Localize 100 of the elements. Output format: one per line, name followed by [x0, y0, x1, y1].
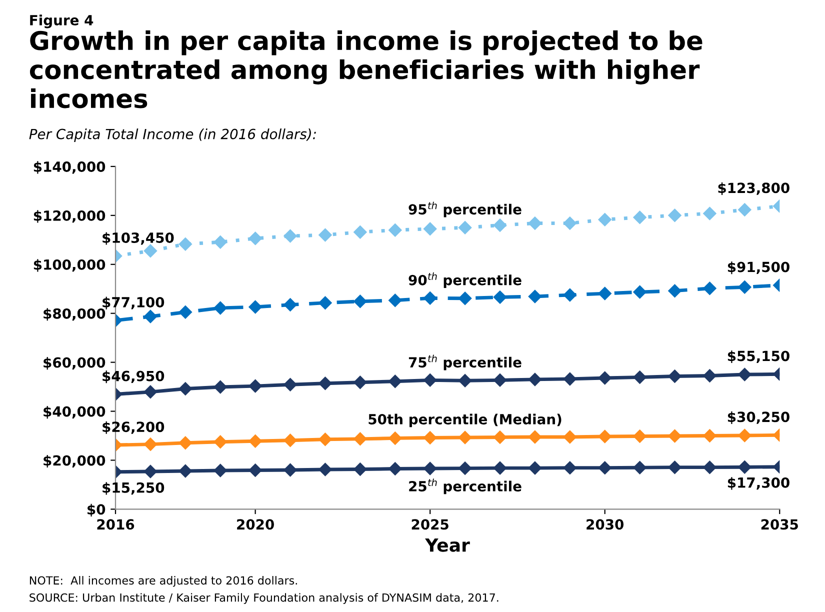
y-tick-label: $40,000 — [44, 406, 106, 419]
y-tick-label: $80,000 — [44, 308, 106, 321]
y-tick-label: $20,000 — [44, 454, 106, 468]
point — [144, 385, 158, 399]
point — [144, 438, 158, 451]
data-label: $15,250 — [102, 482, 164, 495]
x-tick-label: 2030 — [586, 519, 624, 530]
data-label: $46,950 — [102, 370, 164, 384]
y-tick-label: $120,000 — [34, 210, 106, 223]
point — [668, 284, 682, 298]
point — [703, 282, 716, 295]
point — [144, 310, 158, 324]
point — [493, 218, 507, 232]
series-label: 75$^{th}$ percentile — [408, 354, 522, 370]
x-tick-label: 2025 — [412, 519, 448, 530]
point — [528, 290, 542, 304]
point — [318, 296, 332, 310]
point — [528, 372, 542, 386]
source-note: SOURCE: Urban Institute / Kaiser Family Foundation analysis of DYNASIM data, 2017. — [30, 593, 498, 604]
point — [528, 430, 542, 444]
point — [738, 280, 752, 294]
point — [354, 462, 367, 476]
y-tick-label: $0 — [88, 504, 106, 517]
point — [424, 222, 437, 236]
point — [598, 430, 612, 444]
point — [738, 368, 752, 382]
point — [388, 224, 402, 237]
point — [563, 461, 576, 474]
point — [178, 237, 192, 251]
point — [354, 432, 367, 446]
point — [354, 376, 367, 389]
point — [248, 300, 262, 314]
point — [248, 379, 262, 393]
point — [598, 461, 612, 474]
point — [458, 374, 472, 388]
point — [703, 429, 716, 442]
point — [633, 285, 646, 299]
point — [388, 294, 402, 307]
point — [388, 432, 402, 445]
point — [388, 462, 402, 476]
data-label: $103,450 — [102, 232, 174, 245]
point — [178, 464, 192, 478]
data-label: $26,200 — [102, 421, 164, 434]
y-tick-label: $60,000 — [44, 357, 106, 370]
data-label: $55,150 — [728, 350, 790, 364]
data-label: $17,300 — [728, 477, 790, 490]
point — [144, 464, 158, 478]
point — [633, 210, 646, 224]
data-label: $123,800 — [718, 182, 790, 195]
point — [178, 382, 192, 396]
point — [318, 228, 332, 242]
point — [563, 216, 576, 230]
chart-subtitle: Per Capita Total Income (in 2016 dollars): — [29, 128, 316, 142]
point — [318, 376, 332, 390]
point — [668, 429, 682, 443]
point — [493, 430, 507, 444]
point — [633, 370, 646, 384]
point — [703, 369, 716, 382]
point — [424, 462, 437, 476]
point — [284, 378, 297, 392]
data-label: $77,100 — [102, 296, 164, 310]
point — [598, 213, 612, 226]
point — [738, 203, 752, 216]
y-tick-label: $140,000 — [34, 161, 106, 174]
point — [668, 460, 682, 474]
caption: Figure 4 — [30, 14, 94, 28]
point — [284, 434, 297, 447]
data-label: $30,250 — [728, 411, 790, 424]
point — [248, 434, 262, 448]
point — [633, 430, 646, 443]
data-label: $91,500 — [728, 261, 790, 274]
point — [493, 374, 507, 387]
point — [214, 464, 227, 478]
point — [598, 286, 612, 300]
point — [144, 244, 158, 258]
point — [214, 301, 227, 315]
point — [214, 435, 227, 448]
series-label: 50th percentile (Median) — [368, 414, 562, 428]
point — [703, 460, 716, 474]
point — [354, 294, 367, 308]
point — [738, 428, 752, 442]
point — [214, 380, 227, 394]
series-label: 25$^{th}$ percentile — [409, 478, 522, 494]
series-label: 95$^{th}$ percentile — [408, 202, 522, 218]
point — [214, 236, 227, 249]
point — [493, 290, 507, 304]
point — [703, 206, 716, 220]
point — [668, 208, 682, 222]
point — [458, 292, 472, 305]
point — [424, 431, 437, 444]
point — [528, 461, 542, 475]
text: NOTE: All incomes are adjusted to 2016 dollars. — [30, 576, 297, 587]
point — [284, 229, 297, 243]
point — [458, 221, 472, 234]
point — [284, 298, 297, 312]
point — [528, 216, 542, 230]
point — [178, 436, 192, 450]
point — [633, 460, 646, 474]
x-tick-label: 2035 — [761, 519, 798, 530]
chart-title: Growth in per capita income is projected to be concentrated among beneficiaries with higher incomes — [30, 30, 702, 108]
